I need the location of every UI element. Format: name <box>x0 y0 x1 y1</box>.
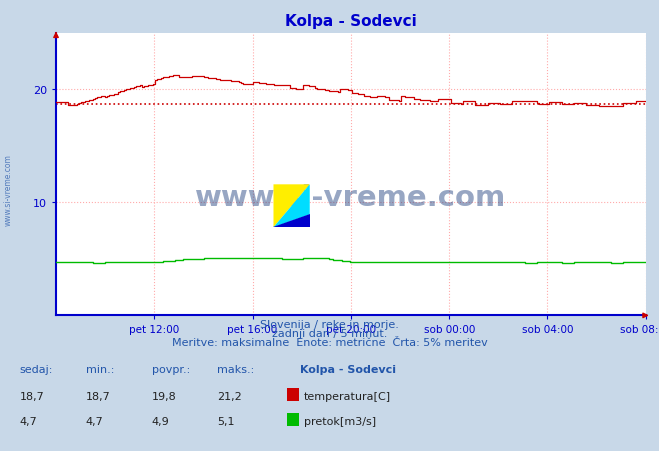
Text: povpr.:: povpr.: <box>152 364 190 374</box>
Text: sedaj:: sedaj: <box>20 364 53 374</box>
Text: 18,7: 18,7 <box>20 391 45 401</box>
Text: min.:: min.: <box>86 364 114 374</box>
Text: 4,7: 4,7 <box>20 416 38 426</box>
Text: 4,9: 4,9 <box>152 416 169 426</box>
Text: Kolpa - Sodevci: Kolpa - Sodevci <box>300 364 396 374</box>
Text: www.si-vreme.com: www.si-vreme.com <box>195 184 507 211</box>
Text: www.si-vreme.com: www.si-vreme.com <box>3 153 13 226</box>
Text: zadnji dan / 5 minut.: zadnji dan / 5 minut. <box>272 328 387 338</box>
Text: Slovenija / reke in morje.: Slovenija / reke in morje. <box>260 319 399 329</box>
Text: pretok[m3/s]: pretok[m3/s] <box>304 416 376 426</box>
Text: 21,2: 21,2 <box>217 391 243 401</box>
Polygon shape <box>273 185 310 228</box>
Text: 18,7: 18,7 <box>86 391 111 401</box>
Text: 4,7: 4,7 <box>86 416 103 426</box>
Text: 19,8: 19,8 <box>152 391 177 401</box>
Polygon shape <box>273 185 310 228</box>
Title: Kolpa - Sodevci: Kolpa - Sodevci <box>285 14 416 28</box>
Text: temperatura[C]: temperatura[C] <box>304 391 391 401</box>
Polygon shape <box>273 215 310 228</box>
Text: 5,1: 5,1 <box>217 416 235 426</box>
Text: Meritve: maksimalne  Enote: metrične  Črta: 5% meritev: Meritve: maksimalne Enote: metrične Črta… <box>171 337 488 347</box>
Text: maks.:: maks.: <box>217 364 255 374</box>
